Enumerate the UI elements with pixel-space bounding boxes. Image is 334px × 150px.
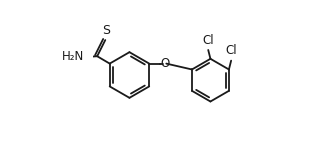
Text: O: O [160,57,170,70]
Text: Cl: Cl [202,34,214,47]
Text: S: S [103,24,111,37]
Text: H₂N: H₂N [62,50,85,63]
Text: Cl: Cl [225,44,237,57]
